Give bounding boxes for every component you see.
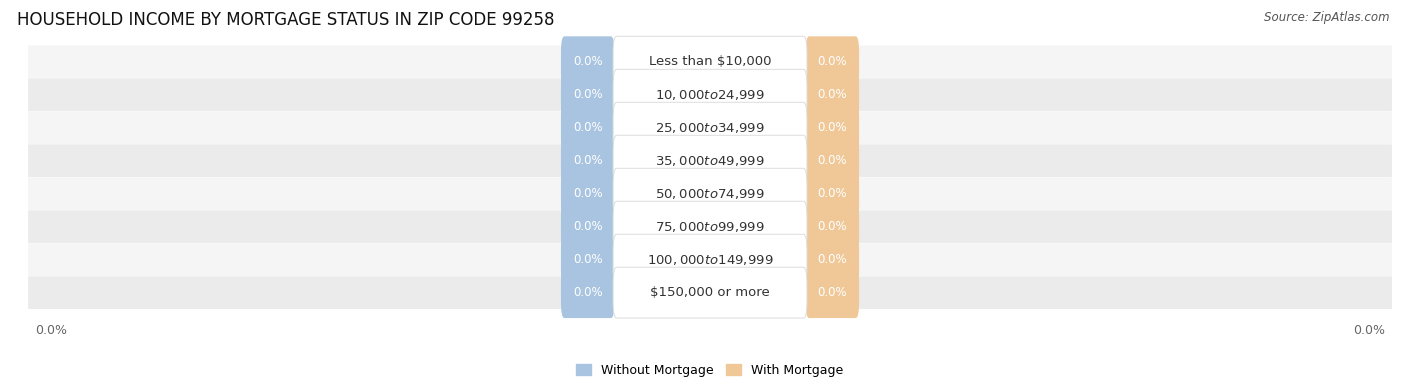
FancyBboxPatch shape (561, 267, 614, 318)
Text: 0.0%: 0.0% (572, 253, 603, 266)
FancyBboxPatch shape (806, 69, 859, 120)
Text: 0.0%: 0.0% (572, 220, 603, 233)
Text: $100,000 to $149,999: $100,000 to $149,999 (647, 253, 773, 267)
Text: $35,000 to $49,999: $35,000 to $49,999 (655, 154, 765, 168)
FancyBboxPatch shape (28, 177, 1392, 210)
Text: 0.0%: 0.0% (817, 121, 848, 134)
FancyBboxPatch shape (28, 111, 1392, 144)
FancyBboxPatch shape (561, 135, 614, 186)
Text: 0.0%: 0.0% (572, 187, 603, 200)
Text: $25,000 to $34,999: $25,000 to $34,999 (655, 121, 765, 135)
FancyBboxPatch shape (28, 45, 1392, 78)
Text: 0.0%: 0.0% (817, 253, 848, 266)
FancyBboxPatch shape (28, 243, 1392, 276)
FancyBboxPatch shape (806, 36, 859, 87)
Text: 0.0%: 0.0% (572, 154, 603, 167)
FancyBboxPatch shape (561, 168, 614, 219)
Text: 0.0%: 0.0% (1353, 324, 1385, 337)
Text: 0.0%: 0.0% (817, 55, 848, 68)
FancyBboxPatch shape (613, 267, 807, 318)
FancyBboxPatch shape (561, 201, 614, 252)
Text: 0.0%: 0.0% (35, 324, 67, 337)
Text: 0.0%: 0.0% (817, 154, 848, 167)
FancyBboxPatch shape (561, 36, 614, 87)
FancyBboxPatch shape (613, 168, 807, 219)
FancyBboxPatch shape (806, 234, 859, 285)
FancyBboxPatch shape (806, 135, 859, 186)
FancyBboxPatch shape (561, 234, 614, 285)
FancyBboxPatch shape (613, 135, 807, 186)
FancyBboxPatch shape (28, 144, 1392, 177)
Legend: Without Mortgage, With Mortgage: Without Mortgage, With Mortgage (576, 364, 844, 377)
Text: 0.0%: 0.0% (817, 187, 848, 200)
Text: Less than $10,000: Less than $10,000 (648, 55, 772, 68)
FancyBboxPatch shape (806, 267, 859, 318)
Text: 0.0%: 0.0% (817, 220, 848, 233)
FancyBboxPatch shape (613, 201, 807, 252)
FancyBboxPatch shape (806, 102, 859, 153)
FancyBboxPatch shape (28, 78, 1392, 111)
FancyBboxPatch shape (561, 69, 614, 120)
FancyBboxPatch shape (561, 102, 614, 153)
Text: $10,000 to $24,999: $10,000 to $24,999 (655, 88, 765, 102)
FancyBboxPatch shape (28, 210, 1392, 243)
Text: HOUSEHOLD INCOME BY MORTGAGE STATUS IN ZIP CODE 99258: HOUSEHOLD INCOME BY MORTGAGE STATUS IN Z… (17, 11, 554, 29)
FancyBboxPatch shape (613, 69, 807, 120)
FancyBboxPatch shape (613, 102, 807, 153)
FancyBboxPatch shape (28, 276, 1392, 309)
FancyBboxPatch shape (806, 201, 859, 252)
FancyBboxPatch shape (613, 234, 807, 285)
FancyBboxPatch shape (806, 168, 859, 219)
Text: 0.0%: 0.0% (572, 55, 603, 68)
Text: $75,000 to $99,999: $75,000 to $99,999 (655, 220, 765, 234)
Text: 0.0%: 0.0% (572, 88, 603, 101)
Text: $50,000 to $74,999: $50,000 to $74,999 (655, 187, 765, 201)
FancyBboxPatch shape (613, 36, 807, 87)
Text: 0.0%: 0.0% (817, 286, 848, 299)
Text: 0.0%: 0.0% (572, 286, 603, 299)
Text: 0.0%: 0.0% (817, 88, 848, 101)
Text: $150,000 or more: $150,000 or more (650, 286, 770, 299)
Text: 0.0%: 0.0% (572, 121, 603, 134)
Text: Source: ZipAtlas.com: Source: ZipAtlas.com (1264, 11, 1389, 24)
